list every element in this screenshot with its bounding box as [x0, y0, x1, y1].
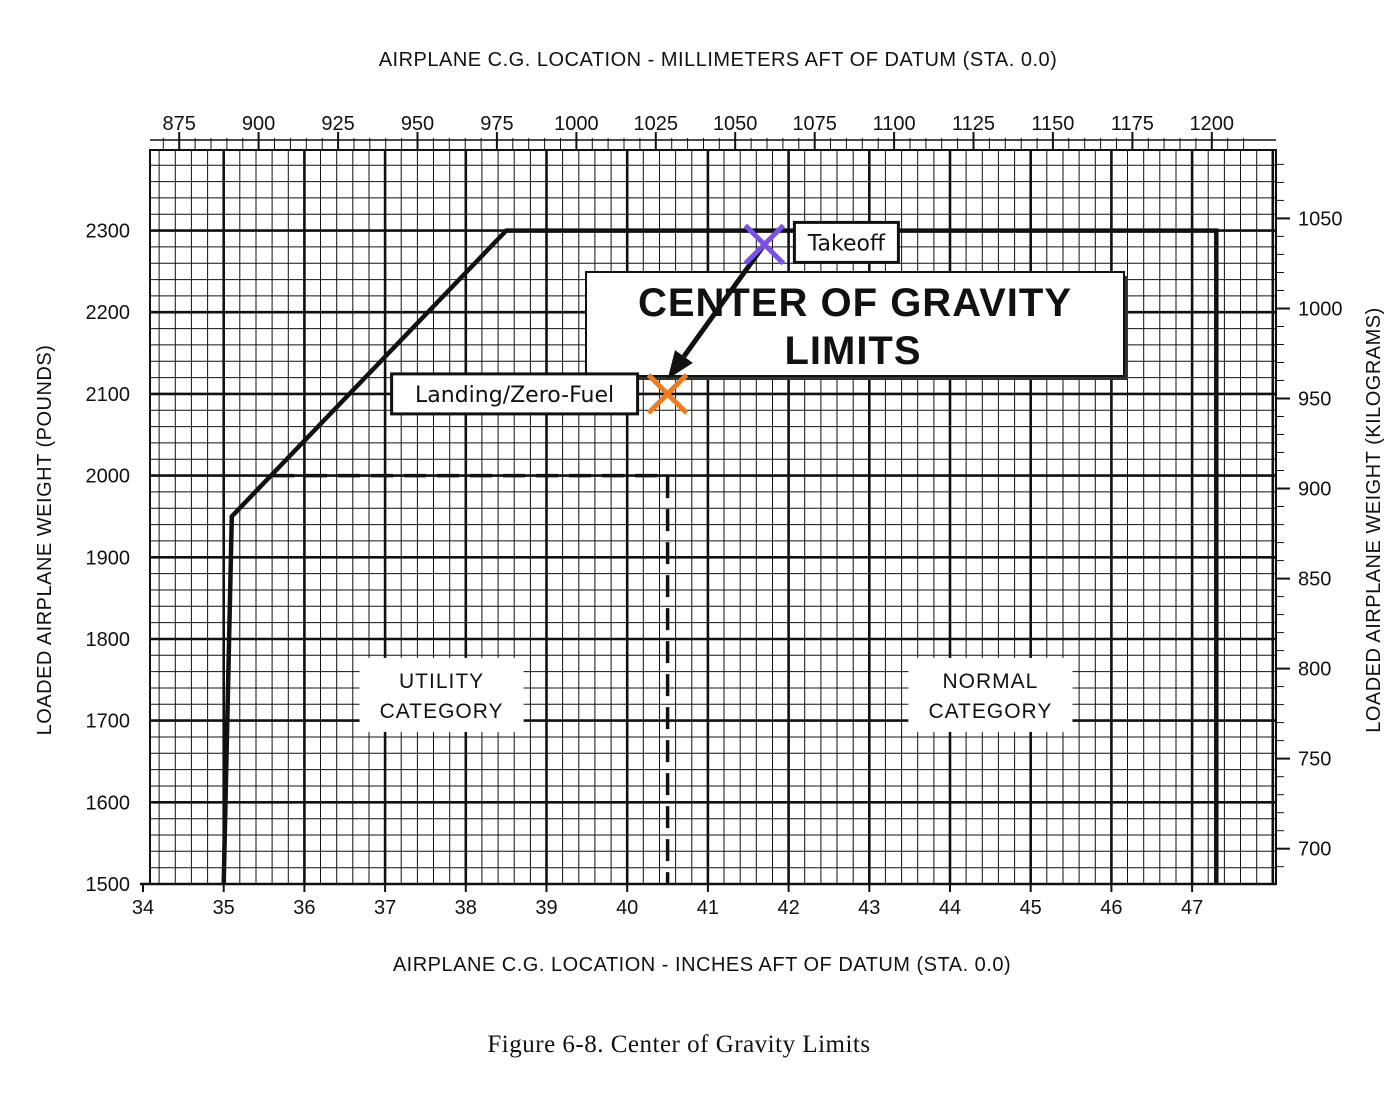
x-top-axis-title: AIRPLANE C.G. LOCATION - MILLIMETERS AFT…	[379, 49, 1058, 71]
y-right-tick-labels: 700 750 800 850 900 950 1000 1050	[1298, 208, 1343, 860]
series-group	[221, 228, 1219, 885]
y-left-tick-label: 2000	[86, 466, 131, 488]
annotations: Takeoff Landing/Zero-Fuel	[390, 220, 900, 416]
y-right-tick-label: 800	[1298, 659, 1331, 681]
x-top-tick-label: 1200	[1190, 113, 1235, 135]
x-bottom-tick-label: 37	[374, 897, 396, 919]
normal-envelope-line	[221, 228, 1219, 885]
x-bottom-tick-label: 45	[1020, 897, 1042, 919]
x-top-tick-label: 1175	[1111, 113, 1154, 135]
x-bottom-axis-title: AIRPLANE C.G. LOCATION - INCHES AFT OF D…	[393, 954, 1011, 976]
y-right-axis-title: LOADED AIRPLANE WEIGHT (KILOGRAMS)	[1363, 307, 1385, 733]
region-labels: UTILITY CATEGORY NORMAL CATEGORY	[359, 657, 1073, 732]
x-top-tick-label: 900	[242, 113, 275, 135]
tick-marks	[140, 132, 1290, 892]
x-bottom-tick-label: 43	[858, 897, 880, 919]
figure-caption: Figure 6-8. Center of Gravity Limits	[487, 1031, 870, 1058]
landing-marker-stroke	[646, 373, 689, 415]
x-bottom-tick-label: 47	[1181, 897, 1203, 919]
y-left-tick-label: 1900	[86, 547, 131, 569]
x-top-tick-label: 1150	[1031, 113, 1074, 135]
y-right-tick-label: 950	[1298, 389, 1331, 411]
takeoff-marker-stroke	[743, 223, 786, 266]
takeoff-label-box	[792, 220, 900, 264]
region-label-bg	[908, 657, 1073, 732]
x-bottom-tick-label: 42	[777, 897, 799, 919]
utility-envelope-line	[272, 473, 670, 884]
x-top-tick-label: 1075	[792, 113, 837, 135]
y-right-tick-label: 750	[1298, 749, 1331, 771]
y-right-tick-label: 1000	[1298, 299, 1343, 321]
x-top-tick-label: 1100	[873, 113, 916, 135]
x-bottom-tick-labels: 34 35 36 37 38 39 40 41 42 43 44 45 46 47	[132, 897, 1203, 919]
arrow-shaft	[681, 242, 767, 358]
chart-title-box: CENTER OF GRAVITY LIMITS	[585, 271, 1128, 380]
x-top-tick-label: 1000	[554, 113, 599, 135]
x-top-tick-labels: 875 900 925 950 975 1000 1025 1050 1075 1100 1125 1…	[163, 113, 1235, 135]
takeoff-label: Takeoff	[807, 231, 886, 256]
chart-title-line-2: LIMITS	[784, 329, 921, 373]
x-bottom-tick-label: 44	[939, 897, 961, 919]
y-left-tick-label: 2200	[86, 302, 131, 324]
arrow-head	[667, 350, 693, 380]
x-bottom-tick-label: 46	[1100, 897, 1122, 919]
utility-category-label: CATEGORY	[380, 700, 504, 723]
region-label-bg	[359, 657, 524, 732]
y-right-tick-label: 1050	[1298, 208, 1343, 230]
x-top-tick-label: 925	[321, 113, 354, 135]
y-right-tick-label: 850	[1298, 569, 1331, 591]
y-left-tick-label: 1500	[86, 874, 131, 896]
y-left-tick-label: 1600	[86, 792, 131, 814]
y-right-tick-label: 900	[1298, 479, 1331, 501]
y-left-tick-labels: 1500 1600 1700 1800 1900 2000 2100 2200 2300	[86, 221, 131, 896]
y-left-tick-label: 1700	[86, 711, 131, 733]
y-left-tick-label: 1800	[86, 629, 131, 651]
y-left-axis-title: LOADED AIRPLANE WEIGHT (POUNDS)	[34, 345, 56, 736]
chart-title: CENTER OF GRAVITY	[638, 281, 1072, 325]
landing-label-box	[390, 372, 640, 416]
y-left-tick-label: 2100	[86, 384, 131, 406]
x-bottom-tick-label: 35	[213, 897, 235, 919]
x-bottom-tick-label: 41	[697, 897, 719, 919]
y-left-tick-label: 2300	[86, 221, 131, 243]
landing-label: Landing/Zero-Fuel	[415, 383, 614, 408]
x-bottom-tick-label: 40	[616, 897, 638, 919]
transition-arrow	[667, 242, 767, 380]
x-top-tick-label: 950	[401, 113, 434, 135]
normal-category-label: CATEGORY	[928, 700, 1052, 723]
x-top-tick-label: 1025	[634, 113, 679, 135]
normal-category-label: NORMAL	[942, 670, 1038, 693]
x-top-tick-label: 1125	[952, 113, 995, 135]
x-top-tick-label: 875	[163, 113, 196, 135]
x-bottom-tick-label: 34	[132, 897, 154, 919]
x-top-tick-label: 975	[480, 113, 513, 135]
x-top-tick-label: 1050	[713, 113, 758, 135]
x-bottom-tick-label: 36	[293, 897, 315, 919]
utility-category-label: UTILITY	[399, 670, 484, 693]
y-right-tick-label: 700	[1298, 839, 1331, 861]
x-bottom-tick-label: 39	[535, 897, 557, 919]
x-bottom-tick-label: 38	[455, 897, 477, 919]
